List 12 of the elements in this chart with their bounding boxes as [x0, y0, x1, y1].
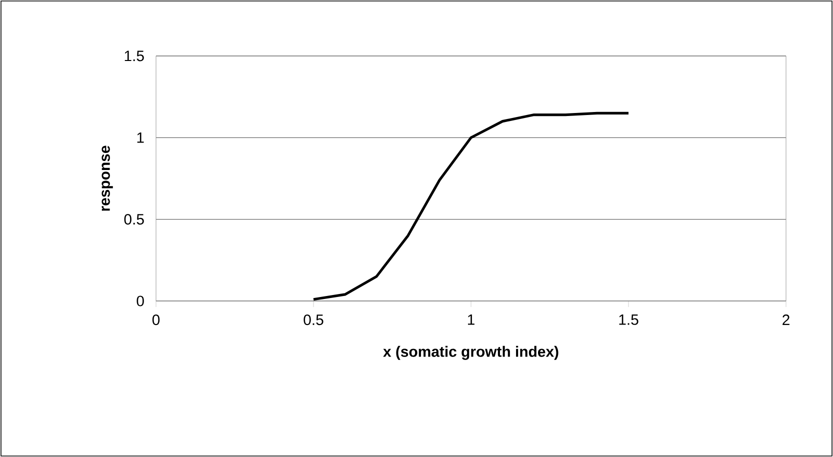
y-tick-label: 0.5 — [124, 214, 144, 225]
x-tick-label: 0.5 — [304, 314, 324, 326]
y-tick-label: 1.5 — [124, 50, 144, 62]
line-series — [312, 112, 630, 301]
x-tick-label: 2 — [782, 314, 790, 325]
x-tick-label: 1.5 — [619, 314, 638, 325]
y-tick-label: 1 — [137, 132, 144, 143]
x-axis-title: x (somatic growth index) — [383, 346, 558, 360]
y-tick-label: 0 — [136, 296, 144, 306]
x-tick-label: 0 — [152, 314, 160, 326]
x-tick-label: 1 — [468, 314, 474, 325]
y-axis-title: response — [102, 146, 113, 211]
